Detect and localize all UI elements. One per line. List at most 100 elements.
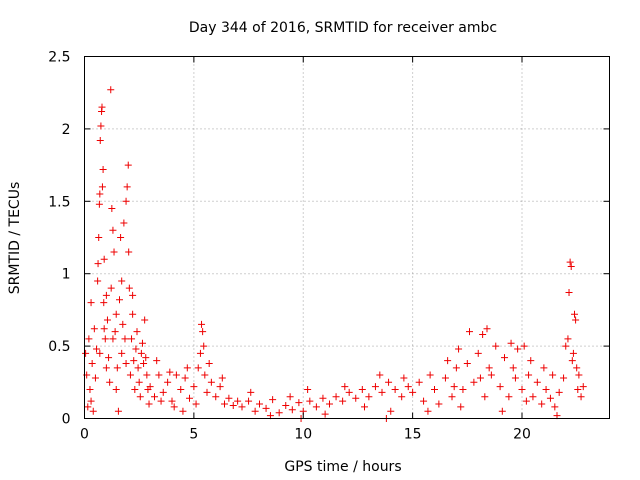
data-point <box>435 400 443 408</box>
data-point <box>123 183 131 191</box>
data-point <box>116 296 123 304</box>
data-point <box>96 190 104 198</box>
y-tick-label: 2 <box>62 122 71 138</box>
data-point <box>179 407 187 415</box>
data-point <box>426 371 434 379</box>
data-point <box>262 404 270 412</box>
data-point <box>496 383 504 391</box>
data-point <box>551 403 559 411</box>
data-point <box>164 378 172 386</box>
data-point <box>251 407 259 415</box>
data-point <box>229 401 237 409</box>
data-point <box>562 342 570 350</box>
data-point <box>533 378 541 386</box>
y-tick-label: 1.5 <box>48 194 70 210</box>
data-point <box>378 388 386 396</box>
data-point <box>571 310 578 318</box>
data-point <box>107 284 115 292</box>
data-point <box>567 262 575 270</box>
x-tick-labels: 0 5 10 15 20 <box>80 427 531 443</box>
data-point <box>238 403 246 411</box>
data-point <box>118 277 126 285</box>
y-axis-title: SRMTID / TECUs <box>7 182 23 295</box>
data-point <box>481 393 489 401</box>
data-point <box>194 364 202 372</box>
data-point <box>564 335 572 343</box>
data-point <box>527 357 535 365</box>
data-point <box>269 396 277 404</box>
data-point <box>404 383 412 391</box>
data-point <box>538 400 546 408</box>
data-point <box>463 359 471 367</box>
data-point <box>321 410 329 418</box>
data-point <box>86 386 94 394</box>
data-point <box>122 197 130 205</box>
data-point <box>105 354 113 362</box>
data-point <box>339 397 347 405</box>
data-point <box>135 378 143 386</box>
data-point <box>98 103 106 111</box>
data-point <box>306 397 314 405</box>
data-point <box>479 331 487 339</box>
data-point <box>138 339 146 347</box>
data-point <box>111 328 119 336</box>
data-point <box>134 364 142 372</box>
data-point <box>574 386 582 394</box>
data-point <box>110 248 118 256</box>
data-point <box>572 316 580 324</box>
data-point <box>133 328 141 336</box>
data-point <box>288 406 296 414</box>
data-point <box>501 354 508 362</box>
data-point <box>94 277 102 285</box>
data-point <box>85 335 93 343</box>
data-point <box>84 403 92 411</box>
data-point <box>452 364 460 372</box>
data-point <box>573 364 581 372</box>
data-point <box>87 299 95 307</box>
data-point <box>245 397 253 405</box>
data-point <box>295 399 303 407</box>
data-point <box>476 374 484 382</box>
data-point <box>518 386 526 394</box>
data-point <box>143 371 151 379</box>
data-point <box>125 284 133 292</box>
data-point <box>145 400 153 408</box>
data-point <box>96 349 104 357</box>
data-point <box>125 248 133 256</box>
data-point <box>95 200 103 208</box>
x-tick-label: 15 <box>404 427 422 443</box>
data-point <box>424 407 432 415</box>
data-point <box>266 412 274 420</box>
data-point <box>122 359 130 367</box>
data-point <box>159 388 167 396</box>
data-point <box>190 383 198 391</box>
data-point <box>205 359 213 367</box>
data-point <box>332 393 340 401</box>
data-point <box>450 383 458 391</box>
data-point <box>400 374 408 382</box>
data-point <box>546 394 554 402</box>
data-point <box>365 393 373 401</box>
data-point <box>509 364 517 372</box>
x-tick-label: 20 <box>513 427 531 443</box>
x-tick-label: 5 <box>189 427 198 443</box>
data-point <box>97 122 105 130</box>
data-point <box>129 310 137 318</box>
data-point <box>120 219 128 227</box>
data-point <box>91 374 99 382</box>
data-point <box>100 255 108 263</box>
data-point <box>282 401 290 409</box>
data-point <box>566 258 574 266</box>
data-point <box>341 383 349 391</box>
data-point <box>326 400 333 408</box>
data-point <box>94 260 102 268</box>
data-point <box>130 357 138 365</box>
data-point <box>569 349 577 357</box>
data-point <box>522 397 530 405</box>
data-point <box>459 386 467 394</box>
data-point <box>312 403 320 411</box>
data-point <box>549 371 557 379</box>
y-tick-labels: 0 0.5 1 1.5 2 2.5 <box>48 50 70 428</box>
data-point <box>553 412 561 420</box>
